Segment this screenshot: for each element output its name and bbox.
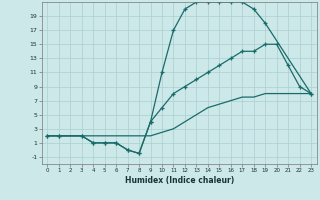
- X-axis label: Humidex (Indice chaleur): Humidex (Indice chaleur): [124, 176, 234, 185]
